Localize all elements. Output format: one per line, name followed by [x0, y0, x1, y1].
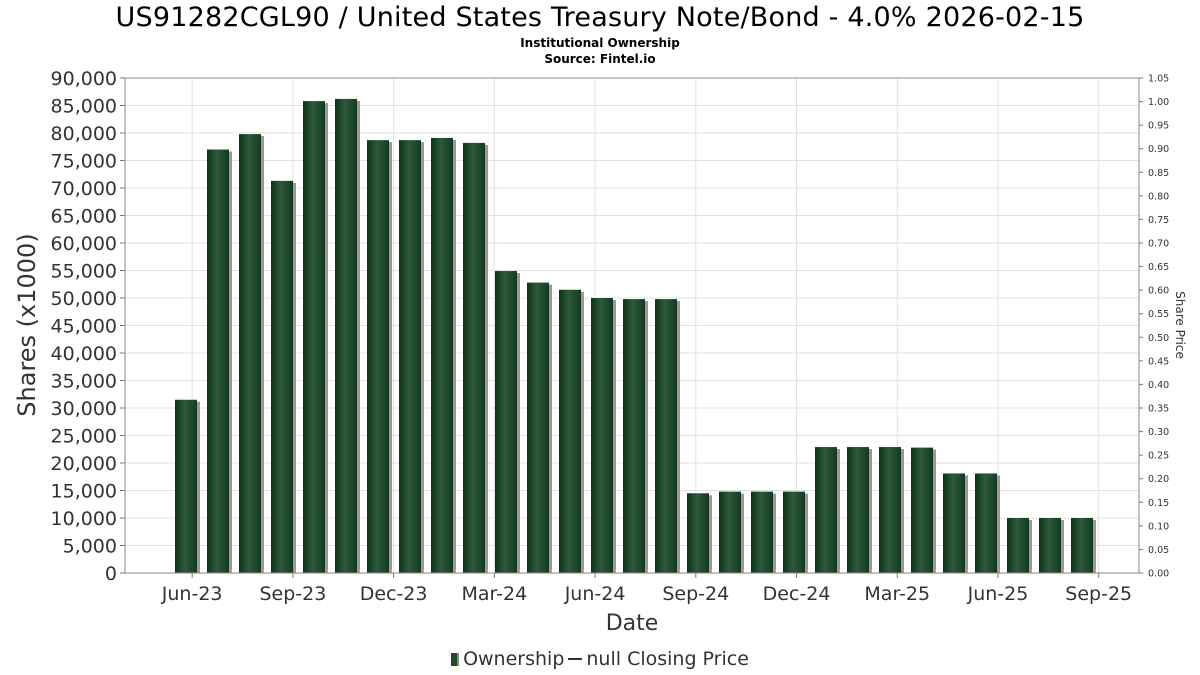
x-tick-label: Jun-23: [161, 583, 223, 605]
y2-tick-label: 0.60: [1148, 286, 1169, 297]
y2-tick-label: 0.75: [1148, 215, 1169, 226]
chart-subtitle: Institutional Ownership: [520, 36, 680, 50]
ownership-bar: [591, 298, 613, 573]
chart-title: US91282CGL90 / United States Treasury No…: [115, 2, 1085, 33]
ownership-bar: [367, 140, 389, 573]
legend-ownership-swatch: [451, 653, 460, 666]
x-tick-label: Dec-24: [763, 583, 831, 605]
ownership-bar: [687, 493, 709, 573]
y-tick-label: 20,000: [51, 453, 117, 475]
y2-tick-label: 0.95: [1148, 121, 1169, 132]
x-tick-label: Jun-24: [564, 583, 626, 605]
y2-tick-label: 0.00: [1148, 569, 1169, 580]
x-tick-label: Sep-23: [259, 583, 326, 605]
y-tick-label: 0: [105, 563, 117, 585]
y-tick-label: 5,000: [63, 536, 117, 558]
legend-ownership-label: Ownership: [463, 648, 565, 670]
y-tick-label: 35,000: [51, 371, 117, 393]
x-tick-label: Mar-24: [462, 583, 528, 605]
ownership-bar: [975, 473, 997, 573]
y2-tick-label: 0.50: [1148, 333, 1169, 344]
ownership-bar: [1039, 518, 1061, 573]
y2-tick-label: 0.80: [1148, 191, 1169, 202]
ownership-bar: [495, 271, 517, 573]
y-tick-label: 70,000: [51, 178, 117, 200]
y2-tick-label: 0.25: [1148, 451, 1169, 462]
ownership-bar: [271, 180, 293, 573]
y2-tick-label: 0.65: [1148, 262, 1169, 273]
legend-closing-price-line: [568, 658, 583, 660]
y-tick-label: 55,000: [51, 261, 117, 283]
x-axis-title: Date: [606, 611, 659, 636]
y-tick-label: 60,000: [51, 233, 117, 255]
x-tick-label: Dec-23: [360, 583, 428, 605]
y-tick-label: 40,000: [51, 343, 117, 365]
y-tick-label: 65,000: [51, 206, 117, 228]
ownership-bar: [943, 473, 965, 573]
ownership-bar: [527, 282, 549, 573]
ownership-bar: [239, 134, 261, 573]
ownership-bar: [783, 491, 805, 573]
y-tick-label: 90,000: [51, 68, 117, 90]
ownership-bar: [815, 447, 837, 573]
y2-tick-label: 0.85: [1148, 168, 1169, 179]
y-tick-label: 85,000: [51, 96, 117, 118]
x-tick-label: Jun-25: [967, 583, 1029, 605]
y2-tick-label: 1.00: [1148, 97, 1169, 108]
y2-tick-label: 0.15: [1148, 498, 1169, 509]
y2-tick-label: 0.40: [1148, 380, 1169, 391]
y2-tick-label: 0.70: [1148, 239, 1169, 250]
x-tick-label: Mar-25: [864, 583, 930, 605]
y2-tick-label: 0.55: [1148, 309, 1169, 320]
y-tick-label: 45,000: [51, 316, 117, 338]
y-tick-label: 15,000: [51, 481, 117, 503]
chart-source: Source: Fintel.io: [544, 52, 656, 66]
y2-tick-label: 0.35: [1148, 404, 1169, 415]
ownership-bar: [207, 149, 229, 573]
ownership-bar: [655, 299, 677, 573]
y-axis-title: Shares (x1000): [13, 233, 41, 416]
ownership-bar: [1071, 518, 1093, 573]
ownership-bar: [911, 447, 933, 573]
legend-closing-price-label: null Closing Price: [586, 648, 749, 670]
y2-tick-label: 0.10: [1148, 521, 1169, 532]
ownership-bar: [559, 289, 581, 573]
x-tick-label: Sep-25: [1065, 583, 1132, 605]
ownership-bar: [399, 140, 421, 573]
y-tick-label: 75,000: [51, 151, 117, 173]
y2-tick-label: 0.20: [1148, 474, 1169, 485]
y-tick-label: 25,000: [51, 426, 117, 448]
plot-frame: [124, 77, 1140, 574]
legend: Ownership null Closing Price: [0, 648, 1200, 670]
ownership-bar: [463, 142, 485, 573]
ownership-bar: [751, 491, 773, 573]
ownership-bar: [719, 491, 741, 573]
ownership-bar: [175, 399, 197, 573]
ownership-bar: [847, 447, 869, 573]
ownership-bar: [303, 101, 325, 573]
y-tick-label: 30,000: [51, 398, 117, 420]
y-tick-label: 10,000: [51, 508, 117, 530]
y2-axis-title: Share Price: [1173, 291, 1187, 359]
y-tick-label: 50,000: [51, 288, 117, 310]
ownership-bar: [623, 299, 645, 573]
y2-tick-label: 0.90: [1148, 144, 1169, 155]
y2-tick-label: 0.30: [1148, 427, 1169, 438]
ownership-bar: [879, 447, 901, 573]
y2-tick-label: 1.05: [1148, 74, 1169, 85]
y2-tick-label: 0.45: [1148, 356, 1169, 367]
ownership-bar: [431, 137, 453, 573]
y-tick-label: 80,000: [51, 123, 117, 145]
ownership-bar: [1007, 518, 1029, 573]
x-tick-label: Sep-24: [662, 583, 729, 605]
ownership-bar: [335, 98, 357, 574]
y2-tick-label: 0.05: [1148, 545, 1169, 556]
